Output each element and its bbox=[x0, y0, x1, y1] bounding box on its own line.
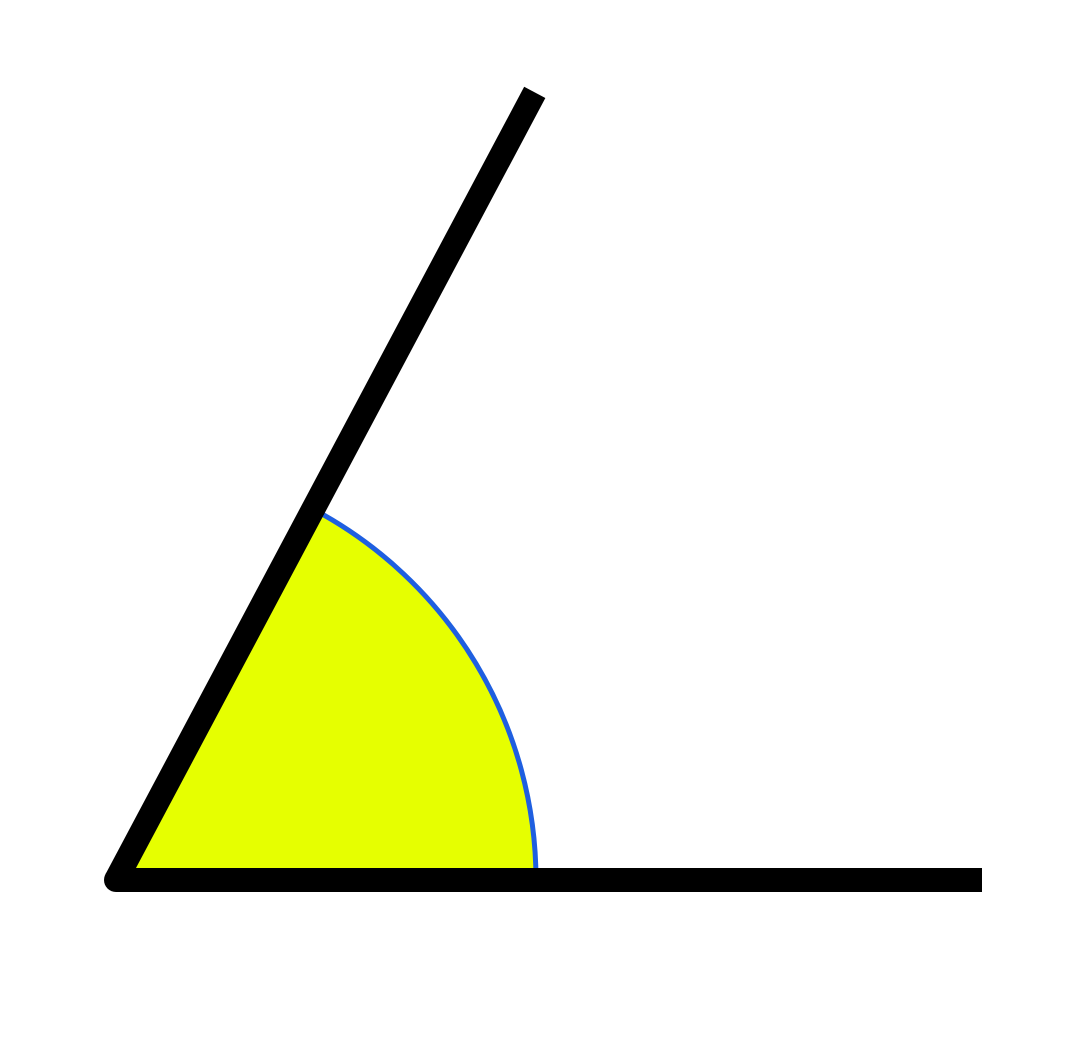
angle-vertex bbox=[104, 868, 128, 892]
inclined-ray bbox=[105, 86, 546, 886]
angle-sector bbox=[116, 509, 536, 880]
angle-arc bbox=[312, 506, 539, 881]
